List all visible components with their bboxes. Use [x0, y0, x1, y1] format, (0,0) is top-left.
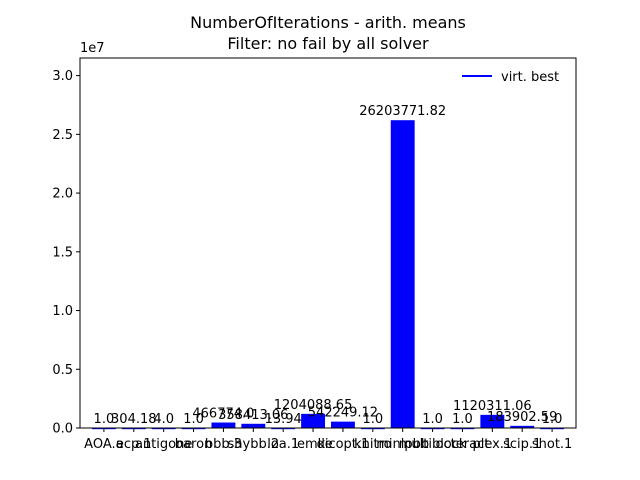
data-label-lemke: 1204088.65	[274, 398, 353, 413]
y-tick-label-5: 2.5	[52, 128, 73, 143]
y-axis-ticks: 0.0 0.5 1.0 1.5 2.0 2.5 3.0	[52, 69, 80, 437]
x-tick-label-lemke: lemke	[293, 437, 332, 452]
data-label-baron: 1.0	[183, 412, 204, 427]
bar-lemke	[301, 413, 326, 428]
x-tick-label-multiblock: multiblock	[399, 437, 467, 452]
y-tick-label-4: 2.0	[52, 187, 73, 202]
y-tick-label-2: 1.0	[52, 304, 73, 319]
x-tick-label-AOA.a: AOA.a	[84, 437, 123, 452]
x-tick-label-bbb.3: bbb.3	[205, 437, 242, 452]
bar-plex.1	[480, 414, 505, 428]
legend: virt. best	[462, 70, 559, 85]
plot-area-frame	[79, 57, 577, 429]
data-label-shot.1: 1.0	[542, 412, 563, 427]
chart-title-line2: Filter: no fail by all solver	[227, 34, 429, 53]
data-label-octeract: 1.0	[452, 412, 473, 427]
chart-title: NumberOfIterations - arith. means Filter…	[190, 13, 466, 53]
data-label-bbb.3: 466774.0	[192, 407, 254, 422]
x-axis-ticks: AOA.aecp.1antigonebaronbbb.3shybb.2loa.1…	[84, 428, 572, 452]
bar-bbb.3	[211, 422, 236, 428]
bar-minlpbb	[390, 120, 415, 429]
chart-title-line1: NumberOfIterations - arith. means	[190, 13, 466, 32]
x-tick-label-dicopt.1: dicopt.1	[317, 437, 370, 452]
x-tick-label-knitro: knitro	[354, 437, 392, 452]
data-label-dicopt.1: 542249.12	[308, 406, 378, 421]
y-tick-label-6: 3.0	[52, 69, 73, 84]
data-label-ecp.1: 304.18	[111, 412, 157, 427]
data-label-AOA.a: 1.0	[94, 412, 115, 427]
data-label-minlpbb: 26203771.82	[359, 104, 446, 119]
x-tick-label-baron: baron	[175, 437, 212, 452]
y-tick-label-1: 0.5	[52, 363, 73, 378]
data-label-knitro: 1.0	[362, 412, 383, 427]
y-axis-offset-label: 1e7	[80, 41, 105, 56]
x-tick-label-loa.1: loa.1	[267, 437, 299, 452]
data-label-multiblock: 1.0	[422, 412, 443, 427]
x-tick-label-plex.1: plex.1	[472, 437, 512, 452]
x-tick-label-minlpbb: minlpbb	[376, 437, 429, 452]
bar-shybb.2	[241, 423, 266, 428]
x-tick-label-antigone: antigone	[135, 437, 192, 452]
x-tick-label-scip.1: scip.1	[503, 437, 541, 452]
data-label-antigone: 4.0	[153, 412, 174, 427]
data-label-scip.1: 183902.59	[487, 410, 557, 425]
x-tick-label-shot.1: shot.1	[532, 437, 572, 452]
x-tick-label-ecp.1: ecp.1	[116, 437, 152, 452]
y-tick-label-0: 0.0	[52, 422, 73, 437]
bar-dicopt.1	[330, 421, 355, 428]
bar-series	[91, 120, 565, 430]
data-label-plex.1: 1120311.06	[453, 399, 532, 414]
bar-scip.1	[510, 425, 535, 428]
x-tick-label-shybb.2: shybb.2	[227, 437, 279, 452]
data-label-shybb.2: 358413.06	[218, 408, 288, 423]
data-label-loa.1: 13.94	[265, 412, 302, 427]
legend-label: virt. best	[501, 70, 559, 85]
x-tick-label-octeract: octeract	[436, 437, 490, 452]
y-tick-label-3: 1.5	[52, 245, 73, 260]
